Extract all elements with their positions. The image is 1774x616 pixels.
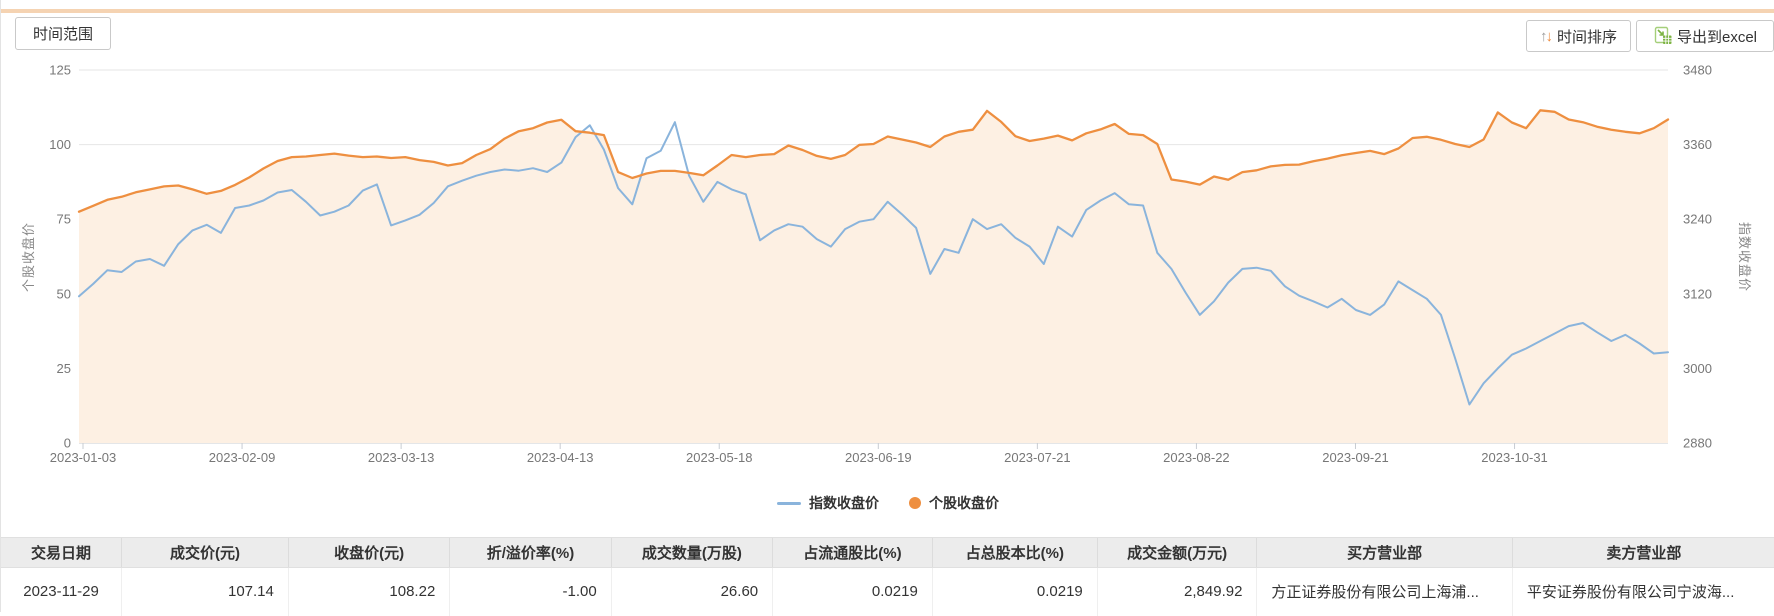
left-axis-tick-label: 75: [57, 212, 71, 227]
cell-buyer-branch: 方正证券股份有限公司上海浦...: [1256, 567, 1513, 616]
col-header-premium-rate: 折/溢价率(%): [449, 537, 612, 568]
time-range-label: 时间范围: [32, 26, 93, 43]
col-header-deal-price: 成交价(元): [121, 537, 289, 568]
cell-close-price: 108.22: [287, 567, 450, 616]
x-axis-tick-label: 2023-09-21: [1322, 450, 1389, 465]
cell-total-ratio: 0.0219: [931, 567, 1098, 616]
col-header-trade-date: 交易日期: [1, 537, 122, 568]
col-header-buyer-branch: 买方营业部: [1256, 537, 1513, 568]
legend-item-index-close[interactable]: 指数收盘价: [777, 493, 879, 513]
stock-price-area-fill: [79, 110, 1668, 444]
excel-export-icon: [1653, 26, 1673, 46]
cell-premium-rate: -1.00: [449, 567, 612, 616]
col-header-close-price: 收盘价(元): [287, 537, 450, 568]
x-axis-tick-label: 2023-04-13: [527, 450, 594, 465]
right-axis-tick-label: 3000: [1683, 361, 1712, 376]
cell-seller-branch: 平安证券股份有限公司宁波海...: [1511, 567, 1774, 616]
top-accent-rule: [1, 9, 1774, 13]
chart-legend: 指数收盘价 个股收盘价: [1, 493, 1774, 513]
export-excel-button[interactable]: 导出到excel: [1636, 20, 1774, 52]
col-header-float-ratio: 占流通股比(%): [772, 537, 933, 568]
left-axis-title: 个股收盘价: [21, 222, 36, 293]
left-axis-tick-label: 100: [49, 137, 71, 152]
chart-canvas[interactable]: 125 3480 100 3360 75 3240 50 3120 25 3000 0 2880 202…: [1, 0, 1774, 480]
stock-dot-marker-icon: [909, 497, 921, 509]
right-axis-title: 指数收盘价: [1737, 221, 1752, 292]
table-row[interactable]: 2023-11-29 107.14 108.22 -1.00 26.60 0.0…: [1, 567, 1774, 616]
right-axis-tick-label: 3240: [1683, 212, 1712, 227]
time-range-button[interactable]: 时间范围: [15, 17, 111, 50]
x-axis-tick-label: 2023-03-13: [368, 450, 435, 465]
left-axis-tick-label: 50: [57, 286, 71, 301]
cell-float-ratio: 0.0219: [772, 567, 933, 616]
x-axis-tick-label: 2023-05-18: [686, 450, 753, 465]
legend-item-stock-close[interactable]: 个股收盘价: [909, 493, 999, 513]
x-axis-tick-label: 2023-07-21: [1004, 450, 1071, 465]
time-sort-button[interactable]: ↑ ↓ 时间排序: [1526, 20, 1631, 52]
col-header-seller-branch: 卖方营业部: [1511, 537, 1774, 568]
cell-amount: 2,849.92: [1096, 567, 1257, 616]
x-axis-tick-label: 2023-10-31: [1481, 450, 1548, 465]
index-close-line-series[interactable]: [78, 121, 1669, 406]
price-chart: 125 3480 100 3360 75 3240 50 3120 25 3000 0 2880 202…: [1, 0, 1774, 537]
x-axis-tick-label: 2023-06-19: [845, 450, 912, 465]
right-axis-tick-label: 3120: [1683, 286, 1712, 301]
col-header-volume: 成交数量(万股): [610, 537, 773, 568]
x-axis-tick-label: 2023-08-22: [1163, 450, 1230, 465]
block-trade-table: 交易日期 成交价(元) 收盘价(元) 折/溢价率(%) 成交数量(万股) 占流通…: [1, 537, 1774, 616]
x-axis-tick-label: 2023-01-03: [50, 450, 117, 465]
x-axis-tick-label: 2023-02-09: [209, 450, 276, 465]
stock-close-line-series[interactable]: [77, 109, 1670, 213]
col-header-amount: 成交金额(万元): [1096, 537, 1257, 568]
left-axis-tick-label: 125: [49, 63, 71, 78]
col-header-total-ratio: 占总股本比(%): [931, 537, 1098, 568]
left-axis-tick-label: 25: [57, 361, 71, 376]
table-header-row: 交易日期 成交价(元) 收盘价(元) 折/溢价率(%) 成交数量(万股) 占流通…: [1, 537, 1774, 568]
right-axis-tick-label: 3480: [1683, 63, 1712, 78]
right-axis-tick-label: 3360: [1683, 137, 1712, 152]
legend-label-index: 指数收盘价: [809, 495, 879, 511]
legend-label-stock: 个股收盘价: [929, 495, 999, 511]
cell-volume: 26.60: [610, 567, 773, 616]
cell-trade-date: 2023-11-29: [1, 567, 122, 616]
time-sort-label: 时间排序: [1556, 28, 1617, 46]
index-line-marker-icon: [777, 501, 801, 505]
left-axis-tick-label: 0: [64, 436, 71, 451]
sort-arrows-icon: ↑ ↓: [1539, 27, 1553, 45]
right-axis-tick-label: 2880: [1683, 436, 1712, 451]
cell-deal-price: 107.14: [121, 567, 289, 616]
export-excel-label: 导出到excel: [1676, 28, 1758, 46]
